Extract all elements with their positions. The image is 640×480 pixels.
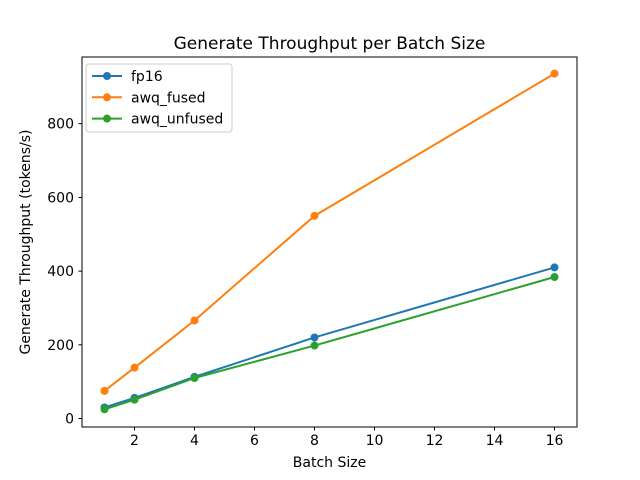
legend-entry-awq_unfused: awq_unfused bbox=[92, 112, 223, 128]
y-tick-label: 400 bbox=[47, 264, 74, 280]
y-axis: 0 200 400 600 800 bbox=[47, 117, 82, 428]
plot-border bbox=[81, 56, 578, 428]
x-tick-label: 10 bbox=[366, 433, 384, 449]
legend-box bbox=[85, 63, 233, 133]
data-point-awq_fused bbox=[550, 69, 559, 78]
y-axis-label: Generate Throughput (tokens/s) bbox=[18, 130, 34, 355]
series-awq_fused bbox=[100, 69, 559, 395]
data-point-fp16 bbox=[550, 263, 559, 272]
legend-marker-swatch bbox=[103, 114, 111, 123]
y-tick-label: 0 bbox=[65, 412, 74, 428]
x-tick-label: 6 bbox=[250, 433, 259, 449]
data-point-fp16 bbox=[310, 333, 319, 342]
x-tick-label: 14 bbox=[486, 433, 504, 449]
legend-entry-awq_fused: awq_fused bbox=[92, 90, 206, 106]
data-point-awq_fused bbox=[310, 211, 319, 220]
x-tick-label: 4 bbox=[190, 433, 199, 449]
legend: fp16 awq_fused awq_unfused bbox=[85, 63, 233, 133]
x-axis: 2 4 6 8 10 12 14 16 bbox=[130, 427, 563, 449]
legend-label: awq_fused bbox=[131, 90, 206, 106]
legend-label: fp16 bbox=[131, 69, 163, 85]
data-point-awq_unfused bbox=[550, 273, 559, 282]
data-point-awq_fused bbox=[190, 316, 199, 325]
chart-title: Generate Throughput per Batch Size bbox=[174, 34, 486, 54]
x-tick-label: 2 bbox=[130, 433, 139, 449]
x-tick-label: 12 bbox=[426, 433, 444, 449]
legend-entry-fp16: fp16 bbox=[92, 69, 163, 85]
data-point-awq_fused bbox=[100, 386, 109, 395]
x-tick-label: 8 bbox=[310, 433, 319, 449]
y-tick-label: 200 bbox=[47, 338, 74, 354]
legend-label: awq_unfused bbox=[131, 112, 223, 128]
legend-marker-swatch bbox=[103, 72, 111, 80]
data-point-awq_unfused bbox=[130, 395, 139, 404]
data-point-awq_unfused bbox=[190, 373, 199, 382]
series-awq_unfused bbox=[100, 273, 559, 414]
y-tick-label: 600 bbox=[47, 190, 74, 206]
data-point-awq_unfused bbox=[100, 405, 109, 414]
data-point-awq_fused bbox=[130, 363, 139, 372]
x-tick-label: 16 bbox=[546, 433, 564, 449]
data-point-awq_unfused bbox=[310, 341, 319, 350]
legend-marker-swatch bbox=[103, 93, 111, 102]
y-tick-label: 800 bbox=[47, 117, 74, 133]
x-axis-label: Batch Size bbox=[293, 455, 366, 471]
